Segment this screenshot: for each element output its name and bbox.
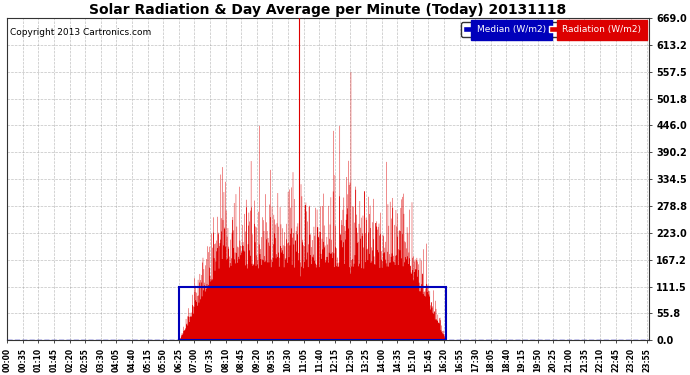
Title: Solar Radiation & Day Average per Minute (Today) 20131118: Solar Radiation & Day Average per Minute… xyxy=(89,3,566,17)
Text: Copyright 2013 Cartronics.com: Copyright 2013 Cartronics.com xyxy=(10,28,152,37)
Legend: Median (W/m2), Radiation (W/m2): Median (W/m2), Radiation (W/m2) xyxy=(461,22,644,37)
Bar xyxy=(179,286,446,340)
